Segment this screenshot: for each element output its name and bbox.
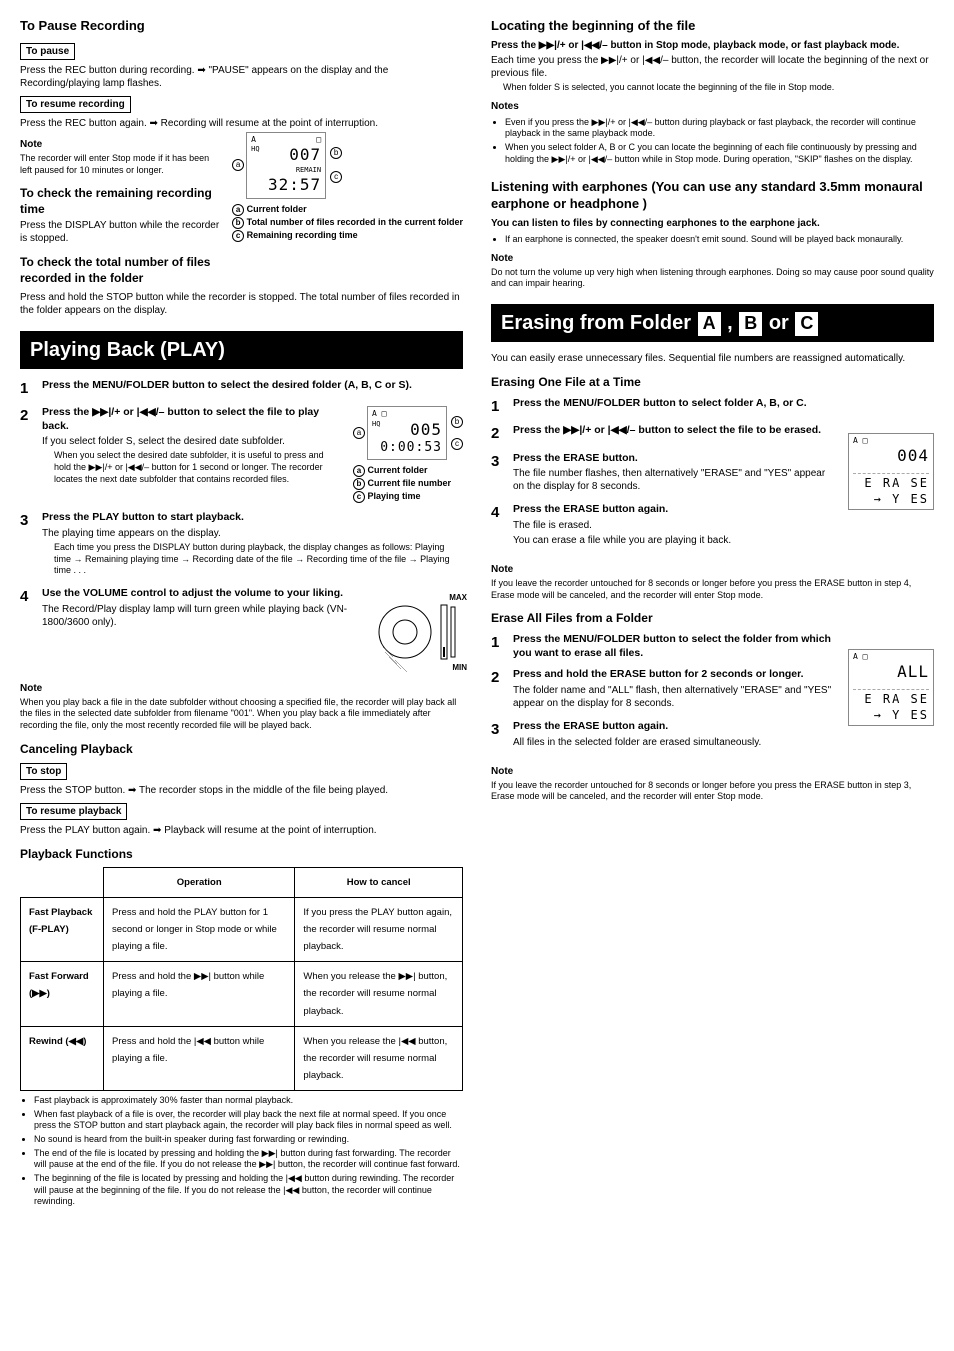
marker-a: a: [232, 159, 244, 171]
marker-c: c: [330, 171, 342, 183]
right-column: Locating the beginning of the file Press…: [491, 14, 934, 1212]
below-bullets: Fast playback is approximately 30% faste…: [20, 1095, 463, 1208]
legend-a: Current folder: [247, 204, 307, 214]
erase-one-note: If you leave the recorder untouched for …: [491, 578, 934, 601]
erase-all-note-heading: Note: [491, 765, 934, 778]
functions-heading: Playback Functions: [20, 847, 463, 863]
total-heading: To check the total number of files recor…: [20, 255, 222, 286]
resume-box: To resume recording: [20, 96, 131, 113]
pause-text: Press the REC button during recording. ➡…: [20, 64, 463, 90]
locate-heading: Locating the beginning of the file: [491, 18, 934, 35]
play-steps: 1Press the MENU/FOLDER button to select …: [20, 379, 463, 674]
table-row: Fast Forward (▶▶)Press and hold the ▶▶| …: [21, 962, 463, 1026]
resume-play-box: To resume playback: [20, 803, 127, 820]
resume-text: Press the REC button again. ➡ Recording …: [20, 117, 463, 130]
left-column: To Pause Recording To pause Press the RE…: [20, 14, 463, 1212]
table-row: Fast Playback (F-PLAY)Press and hold the…: [21, 898, 463, 962]
erase-all-heading: Erase All Files from a Folder: [491, 611, 934, 627]
cancel-heading: Canceling Playback: [20, 742, 463, 758]
note-heading: Note: [20, 138, 222, 151]
volume-dial-diagram: MAX MIN: [373, 587, 463, 674]
erase-intro: You can easily erase unnecessary files. …: [491, 352, 934, 365]
erase-one-note-heading: Note: [491, 563, 934, 576]
functions-table: Operation How to cancel Fast Playback (F…: [20, 867, 463, 1091]
listen-heading: Listening with earphones (You can use an…: [491, 179, 934, 213]
erase-all-steps: 1Press the MENU/FOLDER button to select …: [491, 633, 838, 751]
total-text: Press and hold the STOP button while the…: [20, 291, 463, 317]
pause-heading: To Pause Recording: [20, 18, 463, 35]
listen-note: Do not turn the volume up very high when…: [491, 267, 934, 290]
legend-b: Total number of files recorded in the cu…: [247, 217, 463, 227]
display-diagram-4: A □ ALL E RA SE → Y ES: [848, 649, 934, 726]
play-note: When you play back a file in the date su…: [20, 697, 463, 732]
locate-notes-heading: Notes: [491, 100, 934, 113]
resume-play-text: Press the PLAY button again. ➡ Playback …: [20, 824, 463, 837]
listen-note-heading: Note: [491, 252, 934, 265]
play-banner: Playing Back (PLAY): [20, 331, 463, 369]
note-text: The recorder will enter Stop mode if it …: [20, 153, 222, 176]
stop-box: To stop: [20, 763, 67, 780]
listen-lead: You can listen to files by connecting ea…: [491, 217, 934, 230]
table-row: Rewind (◀◀)Press and hold the |◀◀ button…: [21, 1026, 463, 1090]
locate-text-2: When folder S is selected, you cannot lo…: [491, 82, 934, 94]
stop-text: Press the STOP button. ➡ The recorder st…: [20, 784, 463, 797]
display-diagram-3: A □ 004 E RA SE → Y ES: [848, 433, 934, 510]
display-diagram-2: a A □ HQ005 0:00:53 bc a Current folder: [353, 406, 463, 503]
display-diagram-1: a A□ HQ007 REMAIN 32:57 bc a Current fol…: [232, 132, 463, 242]
erase-one-heading: Erasing One File at a Time: [491, 375, 934, 391]
locate-lead: Press the ▶▶|/+ or |◀◀/– button in Stop …: [491, 39, 934, 52]
remain-heading: To check the remaining recording time: [20, 186, 222, 217]
erase-one-steps: 1Press the MENU/FOLDER button to select …: [491, 397, 838, 549]
erase-banner: Erasing from Folder A , B or C: [491, 304, 934, 342]
legend-c: Remaining recording time: [247, 230, 358, 240]
erase-all-note: If you leave the recorder untouched for …: [491, 780, 934, 803]
listen-bullet: If an earphone is connected, the speaker…: [505, 234, 934, 246]
play-note-heading: Note: [20, 682, 463, 695]
remain-text: Press the DISPLAY button while the recor…: [20, 219, 222, 245]
locate-text: Each time you press the ▶▶|/+ or |◀◀/– b…: [491, 54, 934, 80]
pause-box: To pause: [20, 43, 75, 60]
locate-notes: Even if you press the ▶▶|/+ or |◀◀/– but…: [491, 117, 934, 166]
marker-b: b: [330, 147, 342, 159]
